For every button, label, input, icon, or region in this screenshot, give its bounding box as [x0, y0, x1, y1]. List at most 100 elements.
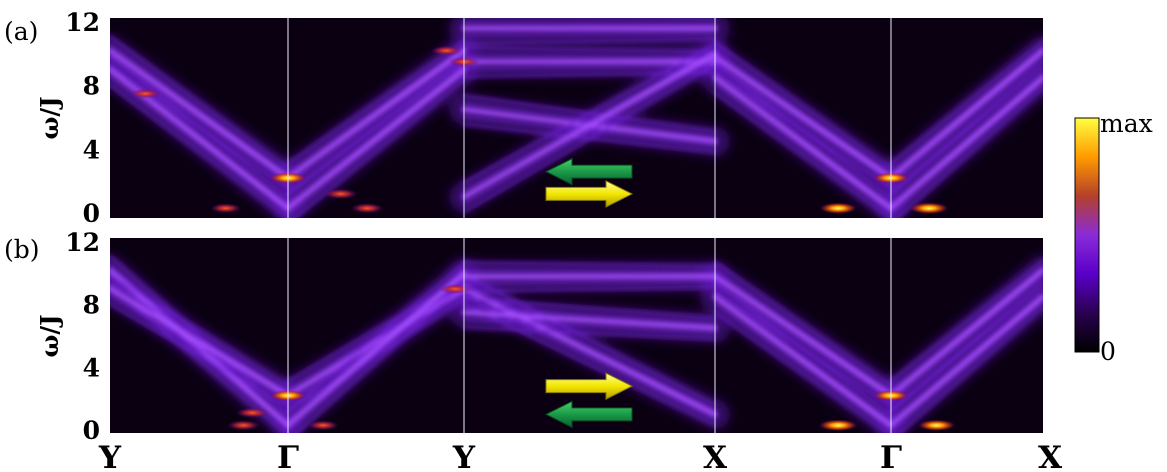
intensity-hotspot [227, 420, 260, 431]
dispersion-branch [713, 49, 893, 176]
dispersion-branch [591, 18, 717, 21]
dispersion-branch [713, 281, 893, 417]
dispersion-branch [713, 289, 893, 423]
dispersion-branch [286, 276, 466, 433]
dispersion-branch [462, 31, 717, 37]
dispersion-branch [286, 64, 466, 204]
y-tick-label: 0 [83, 416, 100, 445]
y-axis-label-b: ω/J [35, 315, 64, 358]
dispersion-branch [713, 310, 890, 433]
intensity-hotspot [917, 419, 956, 431]
dispersion-branch [110, 83, 290, 218]
dispersion-branch [889, 66, 1043, 196]
spin-arrows-b [544, 372, 634, 429]
intensity-hotspot [324, 188, 358, 200]
dispersion-branch [286, 44, 466, 174]
dispersion-branch [462, 62, 717, 214]
dispersion-branch [889, 258, 1043, 384]
dispersion-branch [889, 72, 1043, 204]
dispersion-branch [462, 305, 717, 326]
dispersion-branch [292, 78, 466, 218]
dispersion-branch [889, 54, 1043, 187]
dispersion-branch [713, 41, 893, 170]
x-tick-label: Γ [880, 440, 902, 472]
y-tick-label: 8 [83, 72, 100, 101]
dispersion-branch [462, 46, 717, 54]
dispersion-branch [462, 285, 717, 293]
intensity-hotspot [430, 45, 462, 56]
panel-b-branches [110, 254, 1043, 433]
dispersion-branch [713, 62, 893, 185]
intensity-hotspot [210, 203, 242, 214]
intensity-hotspot [307, 420, 339, 431]
dispersion-branch [462, 260, 717, 269]
dispersion-branch [889, 273, 1043, 405]
dispersion-branch [462, 268, 717, 274]
panel-b-symmetry-lines [287, 238, 892, 433]
y-axis-label-a: ω/J [35, 97, 64, 140]
dispersion-branch [889, 59, 1043, 195]
dispersion-branch [462, 281, 717, 412]
dispersion-branch [110, 294, 290, 402]
dispersion-branch [889, 81, 1043, 217]
colorbar: max 0 [1074, 109, 1153, 366]
dispersion-branch [286, 58, 466, 196]
colorbar-max-label: max [1100, 109, 1153, 138]
dispersion-branch [462, 273, 717, 407]
green-left-arrow [544, 157, 633, 186]
dispersion-branch [888, 294, 1043, 428]
dispersion-branch [461, 51, 718, 200]
intensity-hotspot [439, 284, 472, 294]
dispersion-branch [462, 57, 717, 206]
dispersion-branch [713, 281, 893, 402]
intensity-hotspot [909, 202, 949, 215]
panel-label-b: (b) [4, 235, 40, 264]
dispersion-branch [462, 54, 717, 60]
colorbar-bar [1074, 117, 1100, 353]
y-tick-label: 0 [83, 199, 100, 228]
y-tick-labels-a: 0 4 8 12 [65, 8, 100, 228]
intensity-hotspot [236, 407, 269, 418]
dispersion-branch [285, 48, 467, 181]
dispersion-branch [462, 20, 717, 26]
dispersion-branch [461, 310, 718, 331]
dispersion-branch [713, 62, 893, 200]
dispersion-branch [713, 83, 893, 215]
panel-a-symmetry-lines [287, 18, 892, 218]
dispersion-branch [286, 54, 466, 187]
dispersion-branch [713, 268, 893, 393]
dispersion-branch [894, 86, 1043, 218]
panel-label-a: (a) [4, 17, 38, 46]
dispersion-branch [889, 291, 1043, 421]
dispersion-branch [110, 75, 290, 215]
dispersion-branch [889, 285, 1043, 413]
dispersion-branch [462, 65, 717, 71]
dispersion-branch [286, 262, 466, 413]
dispersion-branch [888, 267, 1043, 399]
y-tick-label: 4 [83, 353, 100, 382]
dispersion-branch [888, 75, 1043, 211]
dispersion-branch [285, 67, 467, 211]
dispersion-branch [462, 297, 717, 320]
dispersion-branch [293, 282, 466, 433]
dispersion-branch [712, 294, 894, 428]
dispersion-branch [285, 270, 467, 428]
spin-arrows-a [544, 157, 634, 208]
dispersion-branch [889, 264, 1043, 392]
x-tick-label: X [1038, 440, 1063, 472]
yellow-right-arrow [545, 180, 634, 208]
dispersion-branch [712, 54, 894, 181]
dispersion-branch [889, 300, 1043, 433]
dispersion-branch [110, 302, 290, 408]
panel-a-hotspots [130, 45, 949, 215]
dispersion-branch [286, 39, 466, 166]
y-tick-label: 12 [65, 8, 100, 37]
dispersion-branch [462, 318, 717, 335]
y-tick-label: 8 [83, 291, 100, 320]
dispersion-branch [462, 302, 717, 427]
dispersion-branch [713, 70, 893, 206]
yellow-right-arrow [545, 372, 634, 400]
dispersion-branch [286, 267, 466, 421]
dispersion-branch [712, 75, 894, 211]
